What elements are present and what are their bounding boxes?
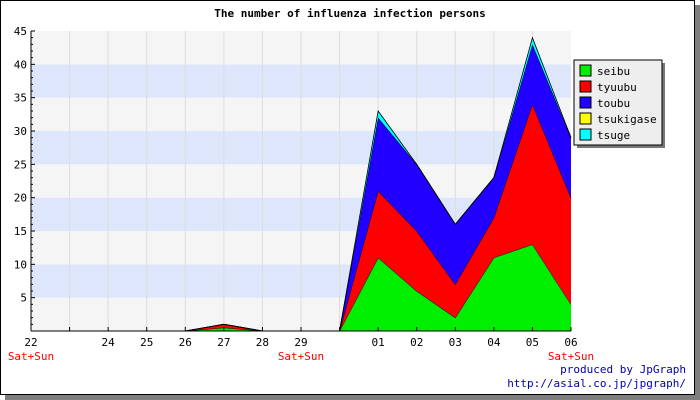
x-tick-label: 05 (526, 336, 539, 349)
legend-label-tyuubu: tyuubu (597, 81, 637, 94)
y-tick-label: 25 (14, 158, 27, 171)
x-tick-label: 27 (217, 336, 230, 349)
y-tick-label: 40 (14, 58, 27, 71)
credit-line-1: produced by JpGraph (560, 363, 686, 376)
legend-swatch-tsukigase (579, 112, 592, 125)
y-tick-label: 10 (14, 258, 27, 271)
x-tick-label: 22 (24, 336, 37, 349)
x-tick-label: 28 (256, 336, 269, 349)
chart-title: The number of influenza infection person… (214, 7, 486, 20)
credit-line-2[interactable]: http://asial.co.jp/jpgraph/ (507, 377, 686, 390)
legend-label-toubu: toubu (597, 97, 630, 110)
axes: 5 10 15 20 25 30 35 40 45 22 24 25 26 27 28 29 01 02 03 04 0… (8, 25, 594, 363)
legend-label-tsuge: tsuge (597, 129, 630, 142)
weekend-label: Sat+Sun (8, 350, 54, 363)
x-tick-label: 29 (294, 336, 307, 349)
x-tick-label: 26 (179, 336, 192, 349)
x-tick-label: 03 (449, 336, 462, 349)
x-tick-label: 06 (564, 336, 577, 349)
y-tick-label: 30 (14, 125, 27, 138)
x-tick-label: 24 (102, 336, 116, 349)
y-tick-label: 5 (20, 292, 27, 305)
x-tick-label: 25 (140, 336, 153, 349)
y-tick-label: 35 (14, 92, 27, 105)
legend: seibu tyuubu toubu tsukigase tsuge (573, 59, 665, 148)
x-tick-label: 01 (372, 336, 385, 349)
legend-label-seibu: seibu (597, 65, 630, 78)
x-tick-label: 04 (487, 336, 501, 349)
legend-label-tsukigase: tsukigase (597, 113, 657, 126)
weekend-label: Sat+Sun (548, 350, 594, 363)
legend-swatch-tsuge (579, 128, 592, 141)
y-tick-label: 20 (14, 192, 27, 205)
legend-swatch-tyuubu (579, 80, 592, 93)
area-series-tyuubu (31, 104, 571, 331)
weekend-label: Sat+Sun (278, 350, 324, 363)
area-series-seibu (31, 244, 571, 331)
y-tick-label: 15 (14, 225, 27, 238)
x-tick-label: 02 (410, 336, 423, 349)
y-tick-label: 45 (14, 25, 27, 38)
influenza-area-chart: The number of influenza infection person… (8, 7, 665, 363)
legend-swatch-seibu (579, 64, 592, 77)
legend-swatch-toubu (579, 96, 592, 109)
